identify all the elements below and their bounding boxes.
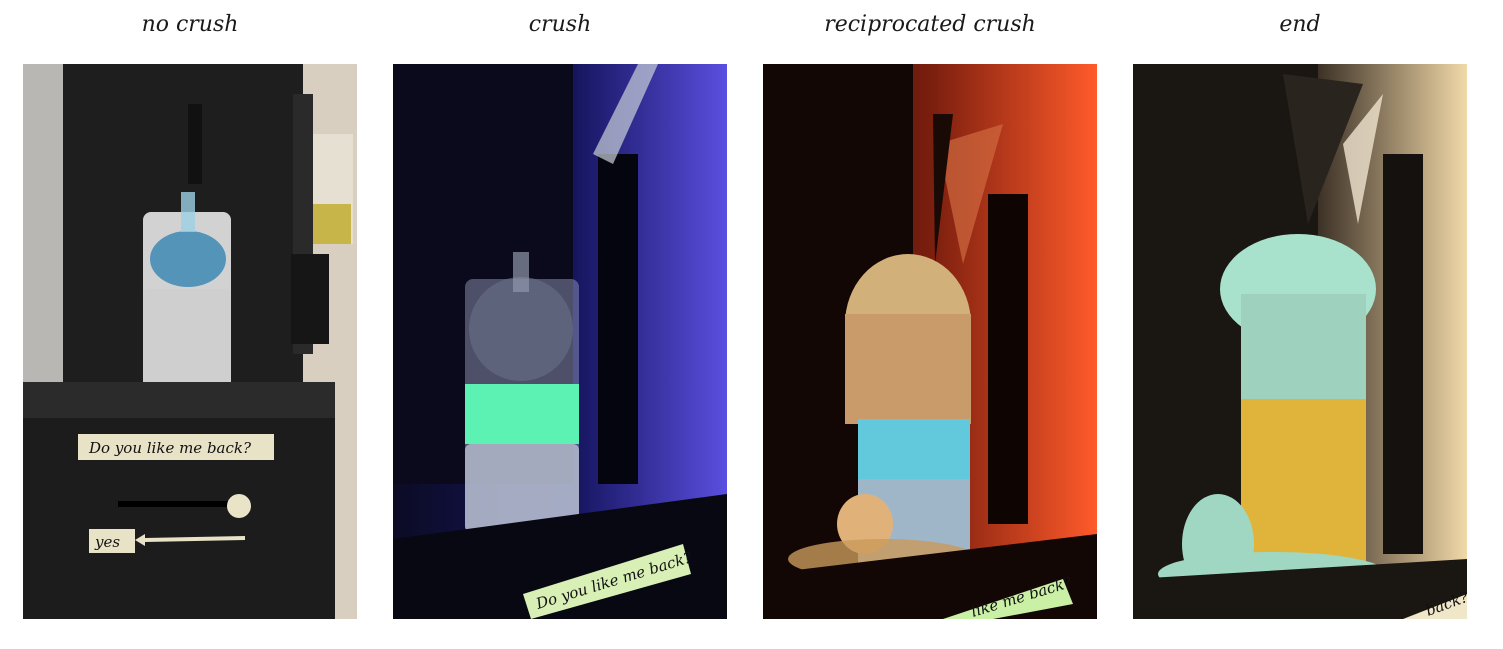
answer-text: yes (94, 533, 120, 551)
photo-reciprocated-crush: like me back? (763, 64, 1097, 619)
photo-crush: Do you like me back? (393, 64, 727, 619)
photo-reciprocated-crush-illustration: like me back? (763, 64, 1097, 619)
photo-no-crush-illustration: Do you like me back? yes (23, 64, 357, 619)
photo-end: back? (1133, 64, 1467, 619)
photo-crush-illustration: Do you like me back? (393, 64, 727, 619)
sign-text: Do you like me back? (88, 439, 252, 457)
panel-caption: no crush (141, 12, 239, 37)
panel-caption: end (1279, 12, 1321, 37)
photo-end-illustration: back? (1133, 64, 1467, 619)
panel-no-crush: no crush Do you like me back? yes (23, 0, 357, 649)
panel-caption: reciprocated crush (824, 12, 1036, 37)
panel-caption: crush (528, 12, 592, 37)
panel-reciprocated-crush: reciprocated crush (763, 0, 1097, 649)
panel-crush: crush Do you like me back? (393, 0, 727, 649)
photo-no-crush: Do you like me back? yes (23, 64, 357, 619)
panel-end: end back? (1133, 0, 1467, 649)
